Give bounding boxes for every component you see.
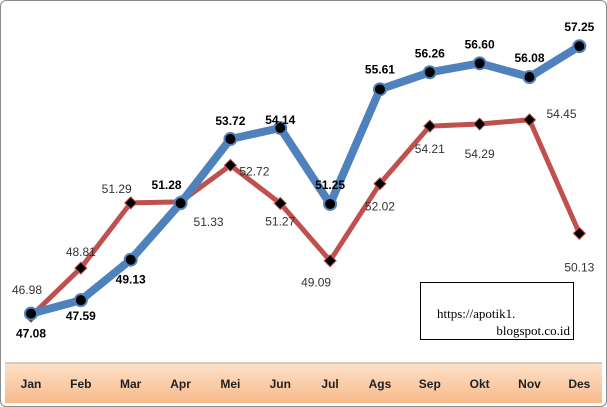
- blue-data-label: 53.72: [215, 114, 245, 128]
- x-tick-label: Nov: [518, 377, 541, 391]
- red-data-label: 50.13: [564, 260, 594, 274]
- watermark-box: https://apotik1. blogspot.co.id: [420, 282, 574, 340]
- watermark-line-2: blogspot.co.id: [496, 323, 570, 338]
- red-point: [472, 117, 487, 131]
- red-data-label: 54.29: [465, 147, 495, 161]
- red-point: [323, 254, 337, 268]
- x-tick-label: Jan: [21, 377, 42, 391]
- x-tick-label: Ags: [369, 377, 392, 391]
- x-tick-label: Mei: [220, 377, 240, 391]
- x-tick-label: Sep: [419, 377, 441, 391]
- red-data-label: 48.81: [66, 245, 96, 259]
- x-tick-label: Des: [568, 377, 590, 391]
- x-tick-label: Jun: [270, 377, 291, 391]
- blue-data-label: 47.08: [16, 327, 46, 341]
- red-point: [373, 177, 387, 191]
- series-blue-line: [29, 42, 582, 318]
- red-point: [572, 226, 587, 241]
- red-point: [273, 196, 287, 211]
- blue-point: [173, 196, 188, 211]
- blue-point: [24, 306, 38, 321]
- red-point: [123, 196, 138, 210]
- blue-data-label: 55.61: [365, 62, 395, 76]
- blue-data-label: 56.26: [415, 46, 445, 60]
- blue-data-label: 56.60: [465, 37, 495, 51]
- red-point: [223, 158, 238, 173]
- red-data-label: 54.45: [546, 107, 576, 121]
- blue-point: [223, 132, 238, 147]
- blue-point: [123, 252, 138, 267]
- blue-data-label: 51.25: [315, 178, 345, 192]
- blue-point: [422, 65, 437, 80]
- blue-data-label: 56.08: [514, 51, 544, 65]
- x-tick-label: Feb: [70, 377, 91, 391]
- blue-point: [472, 56, 487, 71]
- x-tick-label: Apr: [170, 377, 191, 391]
- blue-data-label: 51.28: [152, 178, 182, 192]
- blue-point: [73, 293, 88, 308]
- blue-point: [372, 82, 387, 97]
- blue-point: [323, 196, 338, 211]
- blue-data-label: 57.25: [564, 20, 594, 34]
- red-point: [74, 261, 88, 275]
- x-axis-band: [5, 363, 602, 403]
- blue-data-label: 47.59: [66, 309, 96, 323]
- blue-point: [273, 120, 288, 135]
- x-tick-label: Jul: [321, 377, 338, 391]
- blue-data-label: 49.13: [116, 273, 146, 287]
- red-data-label: 51.27: [265, 214, 295, 228]
- blue-point: [572, 39, 587, 54]
- blue-data-label: 54.14: [265, 113, 295, 127]
- watermark-line-1: https://apotik1.: [437, 306, 516, 321]
- red-data-label: 54.21: [415, 142, 445, 156]
- red-data-label: 52.72: [239, 164, 269, 178]
- red-data-label: 49.09: [301, 276, 331, 290]
- x-tick-label: Okt: [470, 377, 490, 391]
- blue-point: [522, 69, 537, 84]
- red-point: [522, 113, 537, 127]
- red-point: [423, 119, 437, 133]
- x-tick-label: Mar: [120, 377, 142, 391]
- red-data-label: 52.02: [365, 200, 395, 214]
- red-data-label: 51.29: [102, 182, 132, 196]
- red-data-label: 51.33: [194, 215, 224, 229]
- series-red-line: [29, 117, 582, 318]
- red-data-label: 46.98: [12, 283, 42, 297]
